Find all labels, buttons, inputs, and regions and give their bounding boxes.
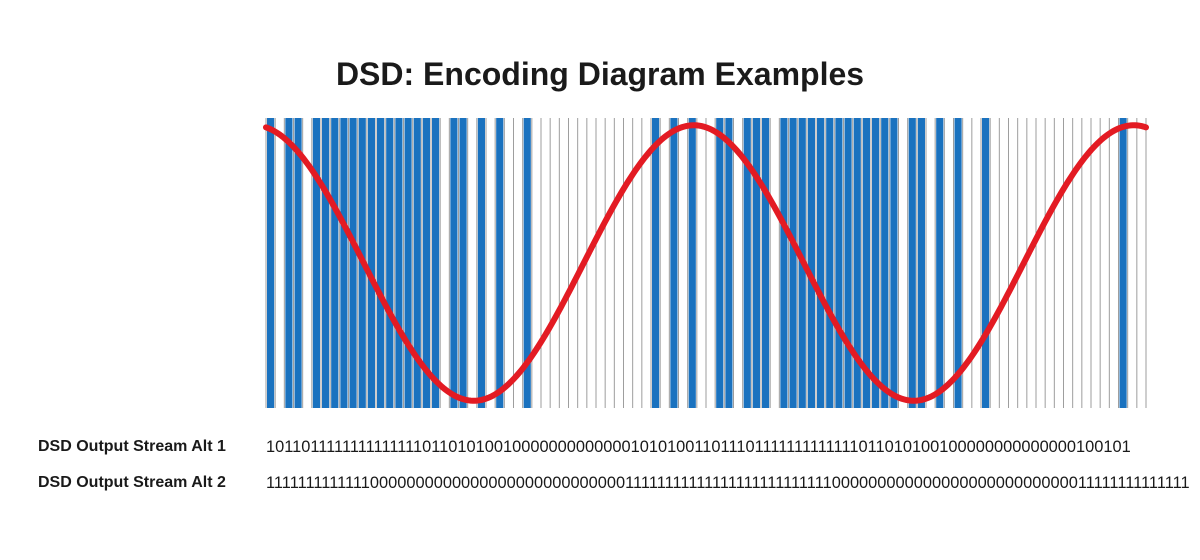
encoding-chart-svg <box>266 118 1146 408</box>
stream-row-alt2: DSD Output Stream Alt 2 1111111111111000… <box>0 474 1200 502</box>
stream-bits-alt1: 1011011111111111111011010100100000000000… <box>266 438 1146 457</box>
stream-bits-alt2: 1111111111111000000000000000000000000000… <box>266 474 1146 493</box>
stream-row-alt1: DSD Output Stream Alt 1 1011011111111111… <box>0 438 1200 466</box>
stream-label-alt1: DSD Output Stream Alt 1 <box>38 438 248 456</box>
stream-label-alt2: DSD Output Stream Alt 2 <box>38 474 248 492</box>
canvas: DSD: Encoding Diagram Examples DSD Outpu… <box>0 0 1200 560</box>
encoding-chart <box>266 118 1146 408</box>
diagram-title: DSD: Encoding Diagram Examples <box>0 56 1200 93</box>
